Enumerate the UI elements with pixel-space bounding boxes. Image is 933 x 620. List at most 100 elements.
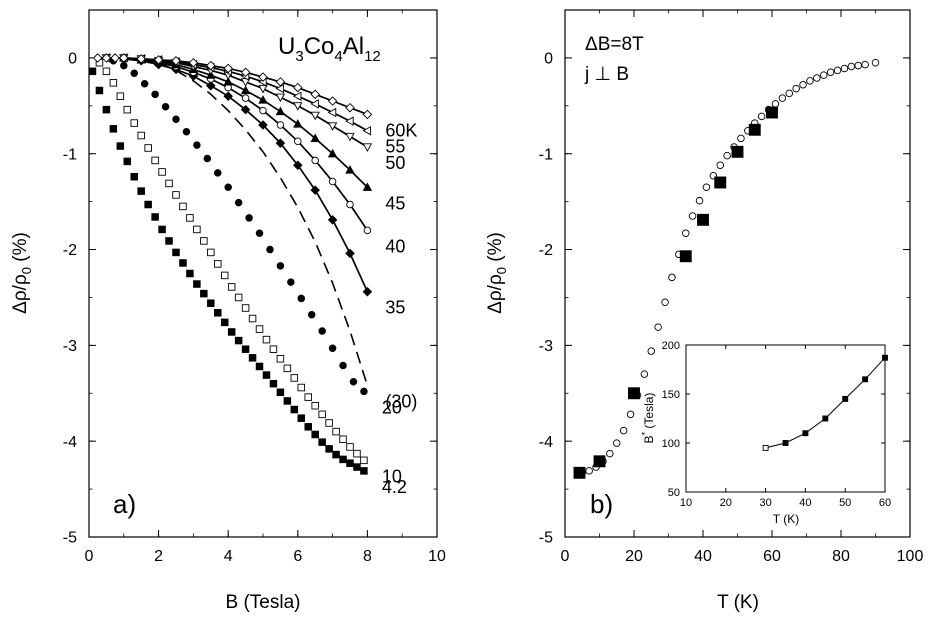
data-point bbox=[182, 127, 191, 136]
y-axis-label-b: Δρ/ρ0 (%) bbox=[485, 232, 509, 314]
data-point bbox=[240, 104, 251, 115]
data-point bbox=[695, 196, 704, 205]
data-point bbox=[172, 191, 180, 199]
inset-data-point bbox=[802, 430, 809, 437]
data-point bbox=[290, 374, 299, 382]
data-point bbox=[275, 77, 286, 87]
data-point bbox=[813, 74, 821, 82]
data-point bbox=[88, 67, 97, 76]
fit-curve bbox=[97, 57, 368, 116]
data-point bbox=[102, 67, 111, 76]
y-tick-label: -3 bbox=[63, 338, 77, 355]
data-point bbox=[283, 397, 292, 405]
data-point bbox=[95, 86, 104, 95]
data-point bbox=[223, 63, 233, 74]
data-point bbox=[245, 214, 253, 222]
data-point bbox=[339, 361, 347, 370]
data-point bbox=[668, 273, 676, 282]
data-point bbox=[310, 185, 320, 195]
data-point bbox=[151, 156, 159, 165]
data-point bbox=[840, 64, 849, 73]
data-point bbox=[234, 198, 243, 207]
current-annotation: j ⊥ B bbox=[584, 64, 629, 85]
x-tick-label: 60 bbox=[879, 497, 891, 509]
inset-data-point bbox=[762, 444, 769, 451]
data-point bbox=[137, 131, 145, 140]
panel-a: 0 2 4 6 8 100-1-2-3-4-5 4.21020(30)3540455055… bbox=[10, 9, 446, 613]
data-point bbox=[640, 370, 649, 378]
data-point bbox=[327, 122, 338, 131]
data-point bbox=[258, 84, 268, 94]
data-point bbox=[304, 393, 312, 401]
x-tick-label: 30 bbox=[759, 497, 771, 509]
series-label: 55 bbox=[385, 137, 405, 157]
data-point bbox=[362, 143, 373, 152]
data-point bbox=[276, 355, 285, 363]
data-point bbox=[766, 106, 778, 119]
data-point bbox=[137, 187, 145, 195]
data-point bbox=[362, 182, 373, 191]
series-label: 10 bbox=[382, 466, 402, 486]
data-point bbox=[234, 336, 243, 345]
inset-x-axis-label: T (K) bbox=[773, 512, 799, 526]
data-point bbox=[186, 269, 194, 278]
data-point bbox=[151, 213, 159, 221]
data-point bbox=[283, 364, 292, 373]
data-point bbox=[153, 55, 164, 65]
data-point bbox=[207, 248, 215, 257]
data-point bbox=[275, 93, 286, 103]
inset-axis-ticks: 10 20 30 40 50 60 50 100 150 200 bbox=[662, 340, 891, 509]
data-point bbox=[172, 248, 180, 257]
data-point bbox=[172, 115, 180, 123]
data-point bbox=[716, 161, 725, 169]
data-point bbox=[346, 443, 354, 451]
data-point bbox=[628, 387, 640, 400]
series-label: 60K bbox=[385, 120, 417, 140]
data-point bbox=[102, 105, 111, 114]
data-point bbox=[262, 335, 271, 344]
data-point bbox=[346, 459, 354, 467]
x-tick-label: 40 bbox=[799, 497, 811, 509]
data-point bbox=[214, 169, 222, 177]
inset-data-point bbox=[822, 415, 829, 422]
x-tick-label: 100 bbox=[897, 548, 924, 565]
y-tick-label: -4 bbox=[63, 434, 77, 451]
data-point bbox=[220, 271, 229, 280]
data-point bbox=[826, 68, 835, 77]
data-point bbox=[165, 179, 173, 188]
field-annotation: ΔB=8T bbox=[585, 34, 644, 55]
data-point bbox=[241, 304, 250, 312]
data-point bbox=[799, 80, 807, 89]
data-point bbox=[116, 142, 125, 150]
data-point bbox=[200, 289, 208, 298]
inset-chart: 10 20 30 40 50 60 50 100 150 200 T (K) B* (Tesla) bbox=[640, 340, 891, 526]
x-tick-label: 80 bbox=[832, 548, 850, 565]
data-point bbox=[158, 225, 166, 234]
data-point bbox=[363, 226, 372, 235]
data-point bbox=[220, 318, 229, 327]
data-point bbox=[255, 325, 264, 333]
data-point bbox=[792, 84, 800, 93]
data-point bbox=[240, 67, 251, 78]
inset-points bbox=[762, 354, 888, 451]
data-point bbox=[123, 157, 132, 166]
data-point bbox=[714, 176, 727, 189]
data-point bbox=[193, 141, 201, 149]
data-point bbox=[165, 237, 173, 245]
data-point bbox=[778, 94, 787, 102]
data-point bbox=[158, 168, 166, 176]
data-point bbox=[248, 314, 257, 323]
data-point bbox=[109, 125, 118, 133]
x-axis-label-b: T (K) bbox=[717, 592, 759, 613]
data-point bbox=[327, 215, 338, 225]
inset-data-point bbox=[782, 440, 789, 446]
data-point bbox=[702, 183, 711, 192]
data-point bbox=[573, 466, 586, 479]
data-point bbox=[585, 467, 593, 475]
data-point bbox=[188, 57, 199, 68]
data-point bbox=[275, 83, 285, 94]
data-point bbox=[241, 94, 250, 102]
data-point bbox=[297, 414, 306, 422]
